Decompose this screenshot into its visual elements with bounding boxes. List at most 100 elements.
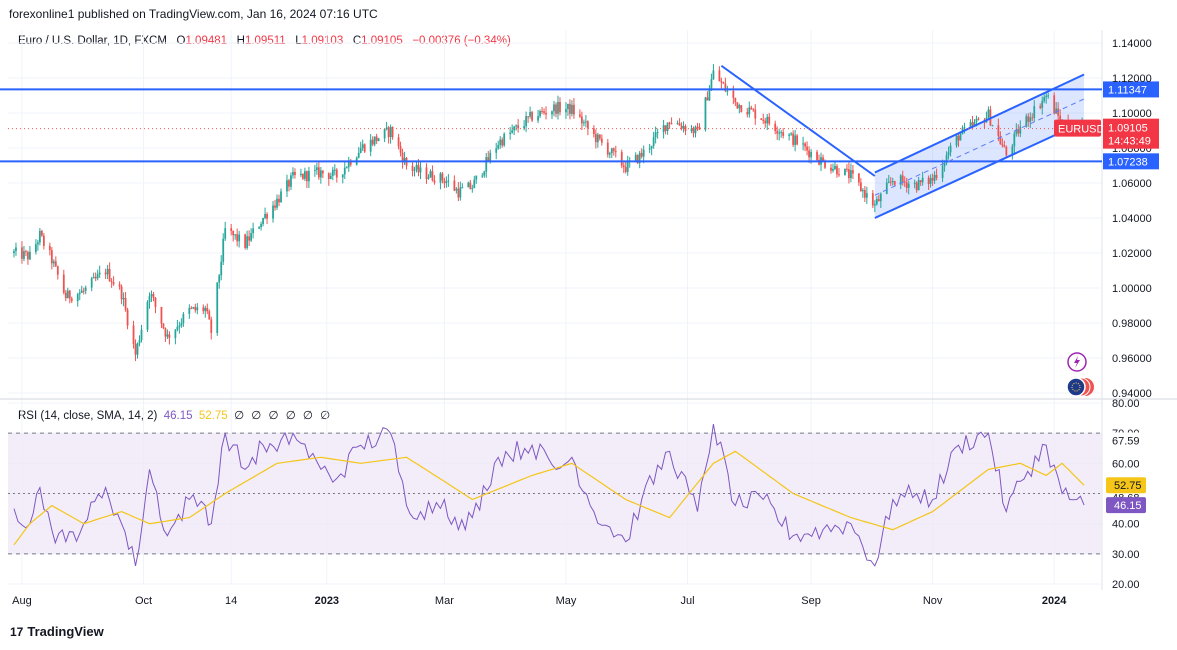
candle-body	[726, 90, 729, 92]
candle-body	[698, 126, 701, 130]
candle-body	[154, 297, 157, 307]
price-tick-label: 0.98000	[1112, 318, 1152, 330]
candle-body	[106, 268, 109, 275]
candle-body	[919, 180, 922, 183]
candle-body	[933, 175, 936, 181]
candle-body	[794, 135, 797, 145]
candle-body	[557, 101, 559, 114]
candle-body	[489, 152, 492, 161]
candle-body	[164, 328, 167, 337]
trendline-channel-upper	[874, 73, 1085, 174]
candle-body	[905, 182, 908, 188]
candle-body	[818, 160, 820, 165]
candle-body	[708, 89, 711, 101]
candle-body	[810, 151, 812, 158]
candle-body	[304, 171, 306, 179]
symbol-name: Euro / U.S. Dollar, 1D, FXCM	[18, 35, 167, 47]
candle-body	[272, 205, 274, 219]
candle-body	[335, 169, 338, 178]
candle-body	[92, 276, 95, 279]
candle-body	[459, 187, 462, 198]
price-tick-label: 1.06000	[1112, 178, 1152, 190]
candle-body	[680, 125, 683, 129]
candle-body	[206, 307, 209, 312]
candle-body	[1003, 145, 1006, 147]
candle-body	[515, 125, 518, 127]
candle-body	[945, 155, 948, 163]
candle-body	[529, 111, 531, 117]
candle-body	[62, 274, 65, 293]
candle-body	[307, 171, 310, 182]
candle-body	[148, 296, 151, 303]
candle-body	[232, 230, 235, 236]
price-tick-label: 1.04000	[1112, 213, 1152, 225]
candle-body	[692, 128, 695, 134]
candle-body	[441, 173, 444, 181]
candle-body	[796, 135, 799, 145]
tradingview-logo[interactable]: 17 TradingView	[10, 624, 104, 639]
candle-body	[411, 165, 414, 171]
tradingview-brand: TradingView	[27, 624, 104, 639]
candle-body	[690, 128, 693, 131]
candle-body	[266, 213, 268, 219]
time-tick-label: Sep	[801, 595, 821, 607]
candle-body	[36, 242, 39, 245]
candle-body	[887, 181, 890, 183]
candle-body	[610, 148, 613, 154]
candle-body	[377, 138, 380, 141]
candle-body	[56, 266, 59, 275]
candle-body	[624, 167, 627, 172]
high-value: 1.09511	[244, 35, 286, 47]
candle-body	[551, 111, 553, 115]
eu-flag-stars	[1071, 382, 1081, 392]
candle-body	[706, 97, 709, 101]
low-value: 1.09103	[301, 35, 344, 47]
candle-body	[96, 274, 99, 279]
candle-body	[780, 132, 783, 134]
candle-body	[620, 152, 623, 166]
candle-body	[760, 118, 763, 120]
candle-body	[806, 146, 808, 151]
candle-body	[417, 164, 420, 173]
candle-body	[571, 104, 573, 114]
candle-body	[955, 135, 958, 146]
candle-body	[108, 268, 111, 282]
candle-body	[543, 111, 545, 113]
candle-body	[38, 230, 41, 243]
candle-body	[808, 150, 810, 158]
candle-body	[120, 286, 123, 300]
candle-body	[29, 251, 31, 260]
candle-body	[27, 252, 29, 260]
candle-body	[1043, 96, 1046, 102]
open-value: 1.09481	[185, 35, 228, 47]
candle-body	[48, 245, 51, 251]
rsi-label: RSI (14, close, SMA, 14, 2)	[18, 410, 158, 422]
candle-body	[622, 165, 625, 168]
candle-body	[1041, 101, 1044, 108]
candle-body	[294, 171, 296, 176]
candle-body	[202, 307, 205, 312]
candle-body	[124, 298, 127, 310]
candle-body	[1047, 95, 1050, 97]
candle-body	[873, 204, 876, 206]
candle-body	[357, 152, 360, 158]
candle-body	[768, 116, 771, 124]
channel-fill	[874, 74, 1085, 218]
time-tick-label: Jul	[680, 595, 694, 607]
candle-body	[50, 250, 53, 264]
candle-body	[497, 145, 500, 149]
horizontal-level-label: 1.07238	[1108, 156, 1148, 168]
candle-body	[614, 151, 617, 153]
candle-body	[70, 298, 73, 302]
candle-body	[499, 139, 502, 146]
candle-body	[180, 323, 183, 326]
rsi-sma-value: 52.75	[198, 410, 228, 422]
candle-body	[483, 171, 486, 176]
candle-body	[598, 134, 601, 139]
candle-body	[373, 136, 376, 145]
candle-body	[25, 251, 27, 253]
candle-body	[606, 142, 609, 155]
candle-body	[899, 175, 902, 185]
candle-body	[636, 154, 639, 164]
